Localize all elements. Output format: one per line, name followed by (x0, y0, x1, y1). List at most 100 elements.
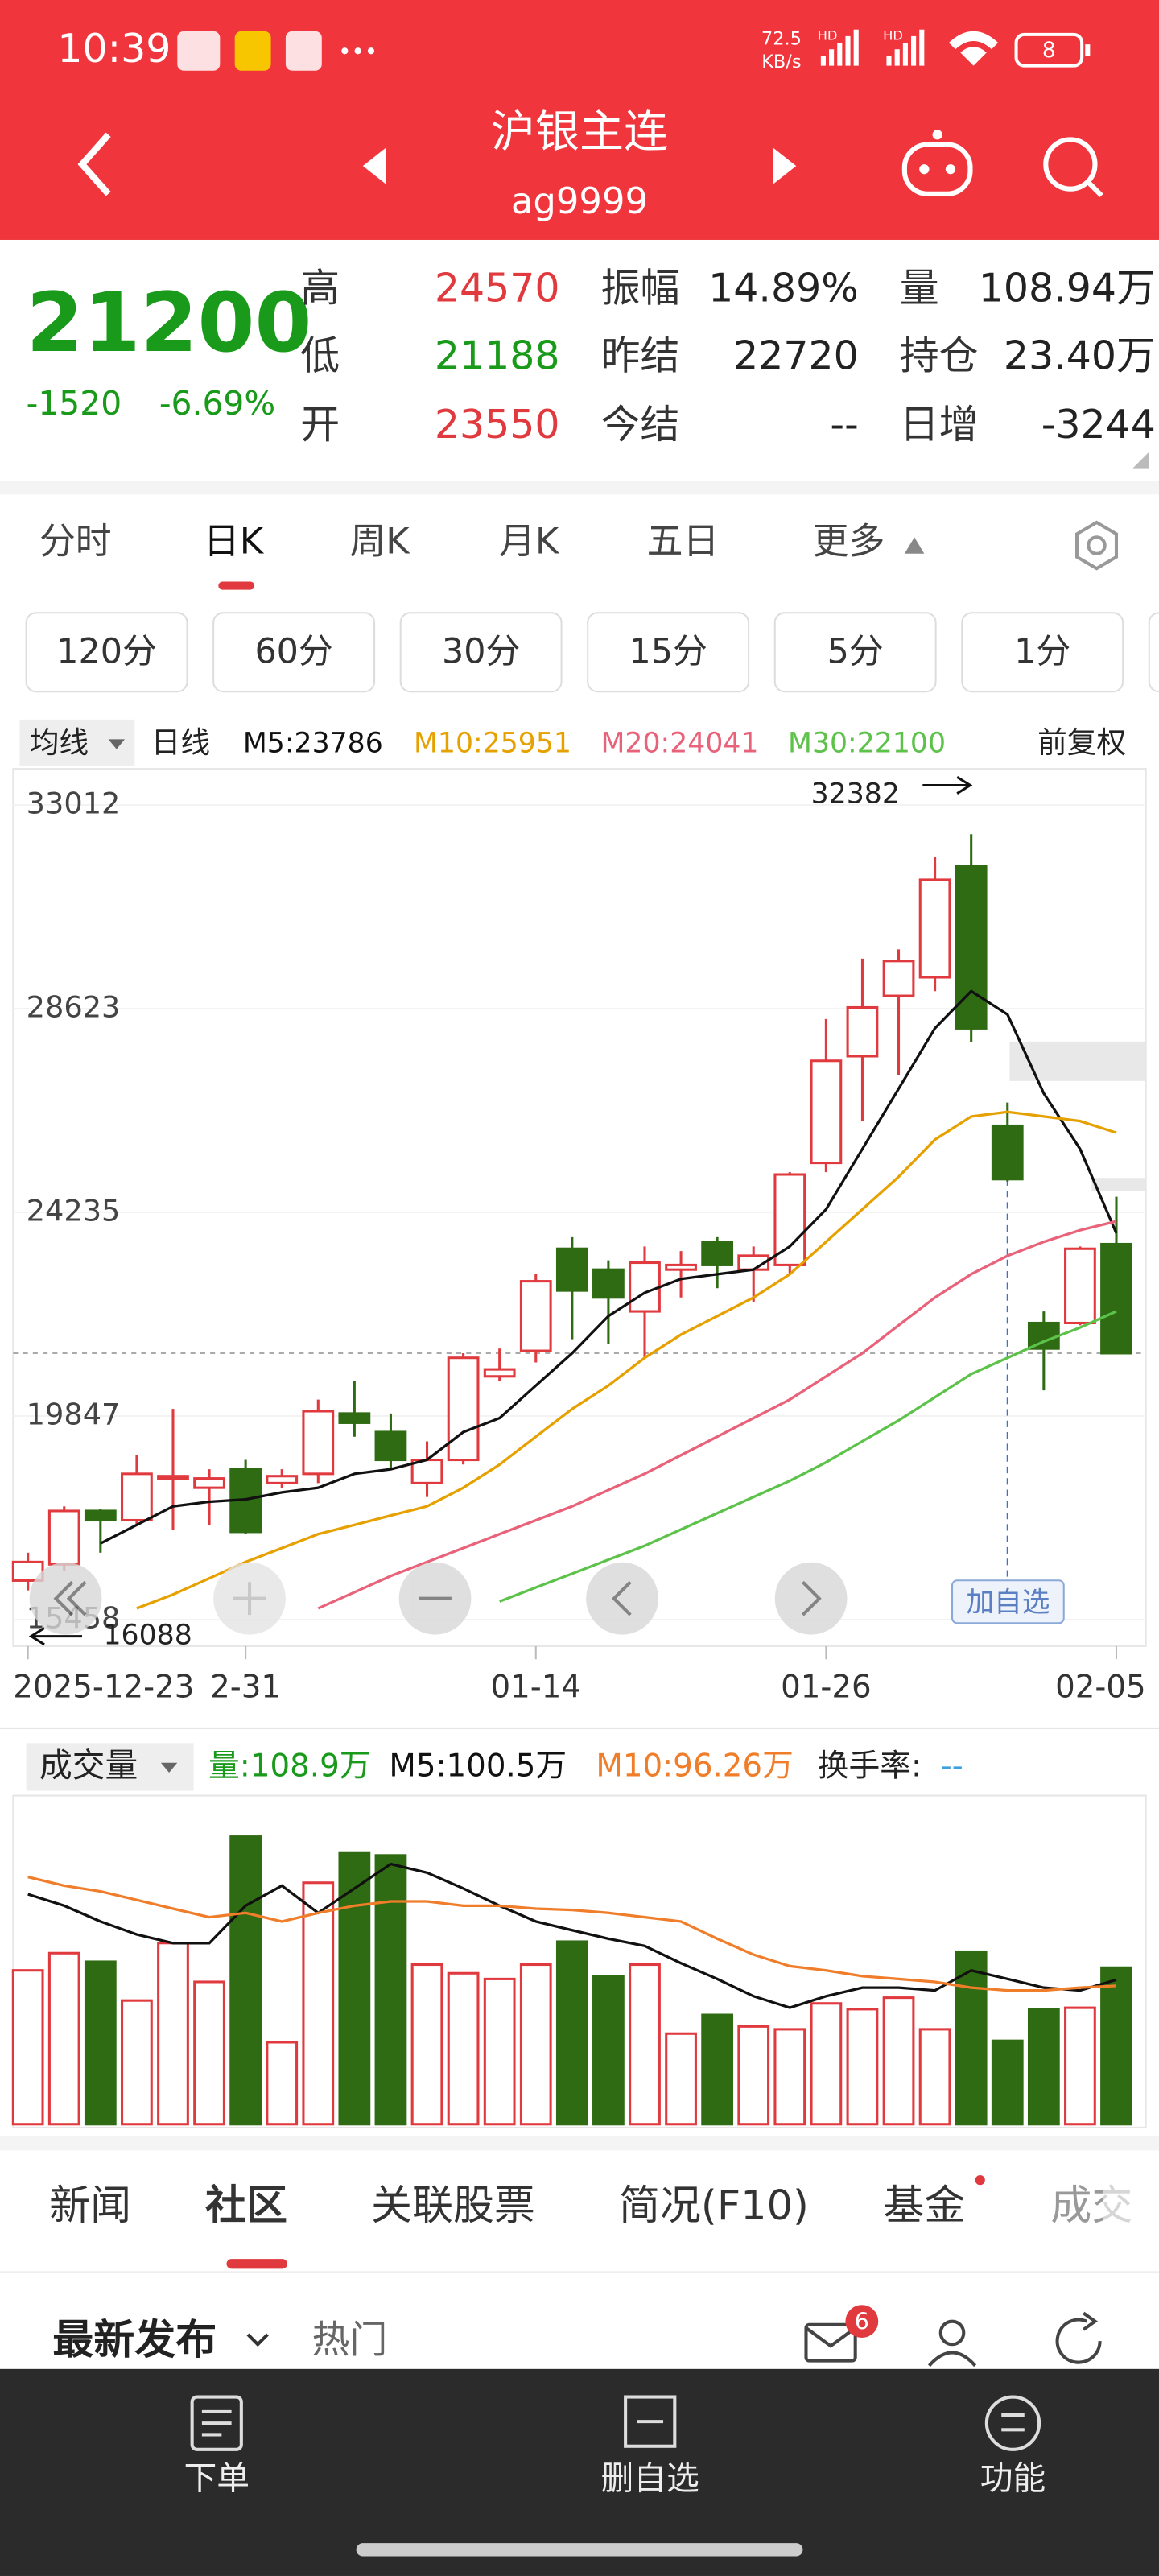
news-tab[interactable]: 简况(F10) (619, 2182, 809, 2230)
battery-tip (1085, 44, 1091, 56)
period-button[interactable] (25, 612, 188, 693)
add-watch-label[interactable]: 加自选 (966, 1587, 1050, 1619)
period-label[interactable]: 120分 (56, 632, 157, 672)
chart-tab[interactable]: 周K (349, 519, 410, 562)
candle-body (1027, 1321, 1060, 1350)
new-dot (975, 2175, 985, 2186)
assistant-button-part (901, 142, 973, 196)
prev-contract[interactable] (362, 147, 386, 184)
news-tab[interactable]: 关联股票 (371, 2182, 535, 2230)
zoom-in-icon (233, 1582, 266, 1616)
period-label[interactable]: 30分 (442, 632, 520, 672)
adjust-mode[interactable]: 前复权 (1037, 725, 1126, 760)
volume-bar (519, 1963, 552, 2126)
separator (0, 2136, 1159, 2151)
back-button[interactable] (77, 132, 111, 196)
period-button[interactable] (212, 612, 376, 693)
volume-bar (121, 1999, 153, 2126)
candle-body (157, 1475, 189, 1480)
stat-label: 日增 (900, 402, 979, 448)
message-button[interactable] (804, 2322, 857, 2363)
chart-tab[interactable]: 日K (204, 519, 265, 562)
chart-tab[interactable]: 分时 (39, 519, 112, 562)
candle-body (302, 1410, 335, 1476)
volume-bar (266, 2041, 299, 2126)
news-tab[interactable]: 社区 (205, 2182, 287, 2230)
contract-title: 沪银主连 (491, 105, 668, 157)
chart-tab[interactable]: 五日 (647, 519, 720, 562)
nav-item[interactable]: 下单 (184, 2459, 250, 2498)
period-button[interactable] (961, 612, 1124, 693)
candle-body (846, 1005, 879, 1058)
battery (1014, 32, 1084, 68)
volume-bar (701, 2013, 734, 2126)
search-button-part (1043, 137, 1098, 192)
add-watch-button[interactable] (951, 1579, 1065, 1624)
signal-icons-part (837, 43, 843, 66)
search-button-part (1087, 180, 1103, 198)
period-label[interactable]: 60分 (254, 632, 332, 672)
message-button-part (804, 2322, 857, 2363)
profile-button[interactable] (927, 2319, 977, 2368)
signal-icons-part (853, 29, 859, 66)
volume-bar (955, 1950, 988, 2126)
refresh-button[interactable] (1055, 2311, 1102, 2364)
x-tick-label: 01-14 (490, 1669, 581, 1705)
message-count: 6 (855, 2308, 869, 2335)
next-contract[interactable] (773, 147, 797, 184)
turnover-label: 换手率: (818, 1748, 922, 1784)
candle-body (955, 865, 988, 1030)
expand-corner[interactable] (1132, 452, 1149, 469)
stat-label: 量 (900, 266, 939, 312)
order-icon-part (190, 2395, 243, 2451)
overlay-ghost (1009, 1041, 1146, 1081)
high-annotation: 32382 (811, 778, 900, 811)
function-icon-part (984, 2395, 1041, 2451)
assistant-button-part (919, 164, 930, 175)
nav-item[interactable]: 功能 (980, 2459, 1046, 2498)
chart-tab[interactable]: 更多 (813, 519, 885, 562)
candle-body (483, 1368, 516, 1378)
candle-body (918, 878, 951, 979)
period-label[interactable]: 1分 (1014, 632, 1070, 672)
volume-bar (483, 1977, 516, 2126)
latest-tab[interactable]: 最新发布 (52, 2317, 217, 2364)
period-button[interactable] (1148, 612, 1159, 693)
period-label[interactable]: 5分 (827, 632, 884, 672)
news-tab[interactable]: 基金 (883, 2182, 965, 2230)
search-button[interactable] (1043, 137, 1103, 198)
period-label[interactable]: 15分 (629, 632, 707, 672)
notification-icons-part (367, 47, 375, 55)
volume-bar (918, 2028, 951, 2126)
volume-bar (1100, 1966, 1132, 2126)
first-button[interactable] (29, 1562, 102, 1635)
period-button[interactable] (587, 612, 750, 693)
settings-button[interactable] (1075, 520, 1119, 571)
net-speed-unit: KB/s (761, 52, 801, 72)
indicator-selector[interactable]: 成交量 (39, 1746, 138, 1785)
candle-body (121, 1472, 153, 1522)
chart-tabs: 分时 日K 周K 月K 五日 更多 (39, 519, 925, 590)
signal-icons-part (820, 56, 826, 66)
next-button[interactable] (774, 1562, 848, 1635)
chart-controls (29, 1562, 848, 1635)
candle-body (338, 1412, 371, 1424)
prev-button[interactable] (586, 1562, 658, 1635)
time: 10:39 (57, 26, 171, 72)
news-tab[interactable]: 新闻 (49, 2182, 131, 2230)
nav-item[interactable]: 删自选 (601, 2459, 699, 2498)
hot-tab[interactable]: 热门 (312, 2318, 388, 2363)
ma-selector[interactable]: 均线 (30, 725, 89, 760)
order-icon (190, 2395, 243, 2451)
volume-bar (47, 1951, 80, 2126)
stat-label: 低 (300, 332, 340, 378)
assistant-button[interactable] (901, 130, 973, 196)
volume-ma-line (27, 1862, 1117, 2009)
period-button[interactable] (773, 612, 937, 693)
period-button[interactable] (399, 612, 563, 693)
chart-tab[interactable]: 月K (499, 519, 560, 562)
volume-bar (1064, 2006, 1096, 2126)
kline-period: 日线 (151, 725, 210, 760)
stat-value: 21188 (435, 332, 560, 378)
assistant-button-part (932, 130, 942, 140)
